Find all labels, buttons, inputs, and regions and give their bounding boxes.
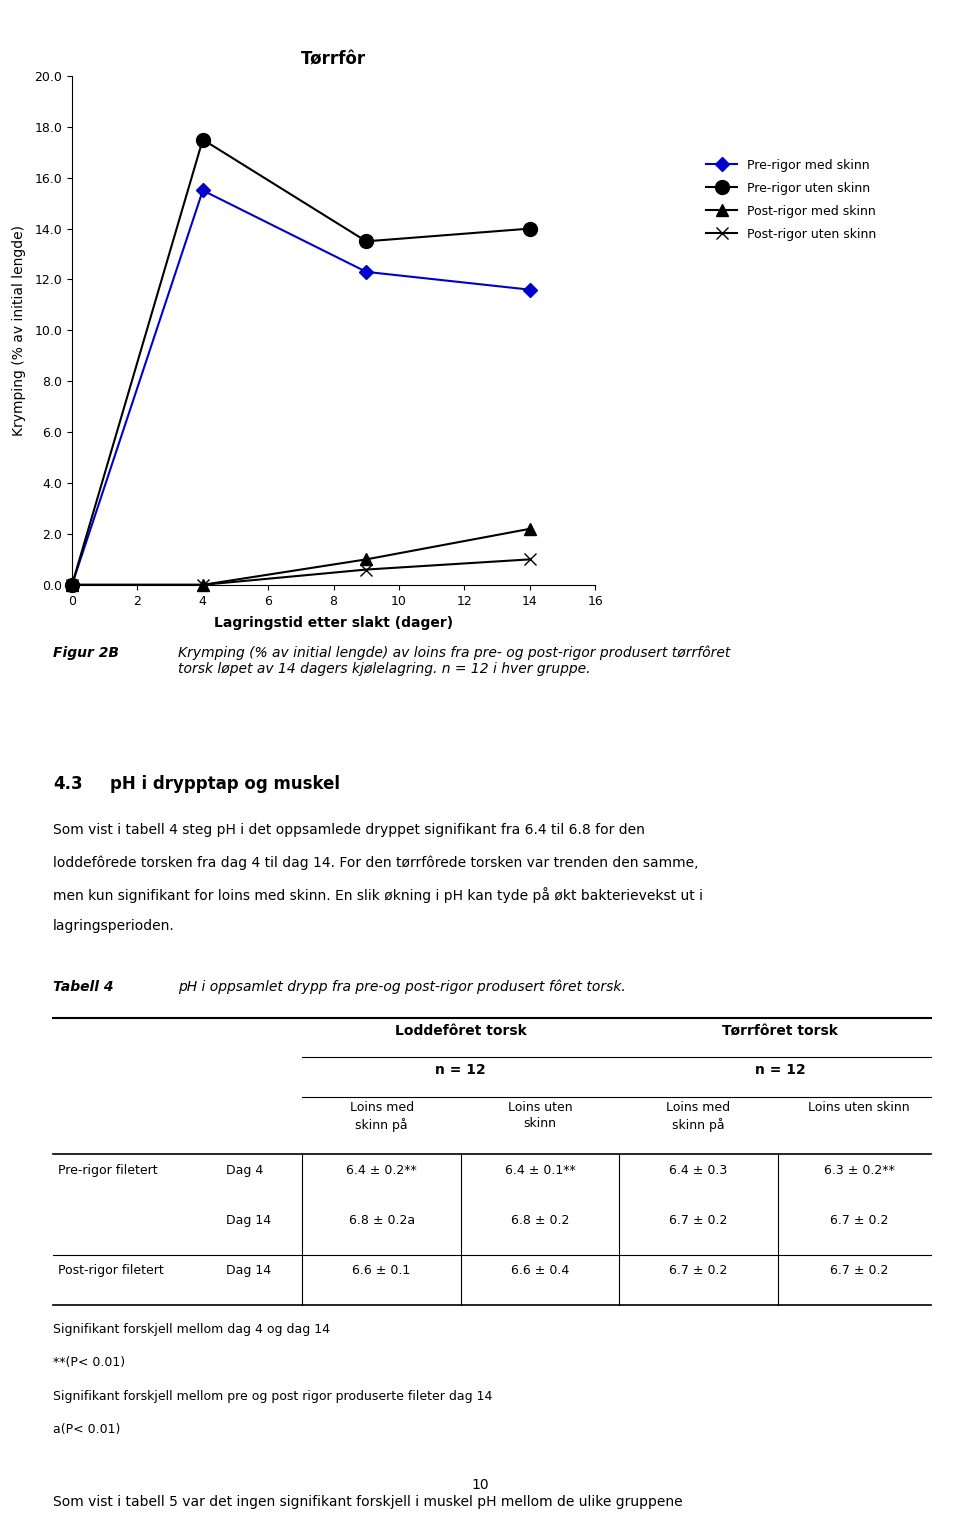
Text: Tørrfôret torsk: Tørrfôret torsk: [722, 1024, 838, 1037]
Text: Pre-rigor filetert: Pre-rigor filetert: [58, 1164, 157, 1177]
Text: Figur 2B: Figur 2B: [53, 646, 119, 659]
Text: loddefôrede torsken fra dag 4 til dag 14. For den tørrfôrede torsken var trenden: loddefôrede torsken fra dag 4 til dag 14…: [53, 855, 698, 870]
Text: Krymping (% av initial lengde) av loins fra pre- og post-rigor produsert tørrfôr: Krymping (% av initial lengde) av loins …: [178, 646, 730, 676]
Text: Dag 14: Dag 14: [226, 1214, 271, 1227]
Text: Loins med
skinn på: Loins med skinn på: [349, 1101, 414, 1132]
Text: 6.6 ± 0.1: 6.6 ± 0.1: [352, 1264, 411, 1277]
Text: Tabell 4: Tabell 4: [53, 980, 113, 993]
Text: 6.7 ± 0.2: 6.7 ± 0.2: [669, 1214, 728, 1227]
X-axis label: Lagringstid etter slakt (dager): Lagringstid etter slakt (dager): [214, 615, 453, 630]
Text: 6.7 ± 0.2: 6.7 ± 0.2: [669, 1264, 728, 1277]
Text: 6.8 ± 0.2a: 6.8 ± 0.2a: [348, 1214, 415, 1227]
Text: a(P< 0.01): a(P< 0.01): [53, 1423, 120, 1437]
Text: 6.6 ± 0.4: 6.6 ± 0.4: [511, 1264, 569, 1277]
Title: Tørrfôr: Tørrfôr: [301, 50, 366, 68]
Text: pH i drypptap og muskel: pH i drypptap og muskel: [110, 775, 341, 793]
Text: Signifikant forskjell mellom dag 4 og dag 14: Signifikant forskjell mellom dag 4 og da…: [53, 1323, 330, 1337]
Text: Som vist i tabell 5 var det ingen signifikant forskjell i muskel pH mellom de ul: Som vist i tabell 5 var det ingen signif…: [53, 1495, 683, 1508]
Text: n = 12: n = 12: [755, 1063, 805, 1077]
Text: 4.3: 4.3: [53, 775, 83, 793]
Text: Som vist i tabell 4 steg pH i det oppsamlede dryppet signifikant fra 6.4 til 6.8: Som vist i tabell 4 steg pH i det oppsam…: [53, 823, 645, 837]
Text: Loins uten skinn: Loins uten skinn: [808, 1101, 910, 1115]
Text: lagringsperioden.: lagringsperioden.: [53, 919, 175, 933]
Text: 6.8 ± 0.2: 6.8 ± 0.2: [511, 1214, 569, 1227]
Text: 6.7 ± 0.2: 6.7 ± 0.2: [830, 1264, 888, 1277]
Text: Loins uten
skinn: Loins uten skinn: [508, 1101, 572, 1130]
Text: Dag 14: Dag 14: [226, 1264, 271, 1277]
Text: Signifikant forskjell mellom pre og post rigor produserte fileter dag 14: Signifikant forskjell mellom pre og post…: [53, 1390, 492, 1404]
Text: Loddefôret torsk: Loddefôret torsk: [395, 1024, 527, 1037]
Text: pH i oppsamlet drypp fra pre-og post-rigor produsert fôret torsk.: pH i oppsamlet drypp fra pre-og post-rig…: [178, 980, 625, 995]
Legend: Pre-rigor med skinn, Pre-rigor uten skinn, Post-rigor med skinn, Post-rigor uten: Pre-rigor med skinn, Pre-rigor uten skin…: [707, 158, 876, 240]
Text: 6.4 ± 0.1**: 6.4 ± 0.1**: [505, 1164, 575, 1177]
Text: Post-rigor filetert: Post-rigor filetert: [58, 1264, 163, 1277]
Text: 6.4 ± 0.2**: 6.4 ± 0.2**: [347, 1164, 417, 1177]
Text: men kun signifikant for loins med skinn. En slik økning i pH kan tyde på økt bak: men kun signifikant for loins med skinn.…: [53, 887, 703, 904]
Y-axis label: Krymping (% av initial lengde): Krymping (% av initial lengde): [12, 225, 26, 436]
Text: Loins med
skinn på: Loins med skinn på: [666, 1101, 731, 1132]
Text: 10: 10: [471, 1478, 489, 1492]
Text: 6.7 ± 0.2: 6.7 ± 0.2: [830, 1214, 888, 1227]
Text: **(P< 0.01): **(P< 0.01): [53, 1356, 125, 1370]
Text: 6.3 ± 0.2**: 6.3 ± 0.2**: [824, 1164, 895, 1177]
Text: Dag 4: Dag 4: [226, 1164, 263, 1177]
Text: 6.4 ± 0.3: 6.4 ± 0.3: [669, 1164, 728, 1177]
Text: n = 12: n = 12: [436, 1063, 486, 1077]
